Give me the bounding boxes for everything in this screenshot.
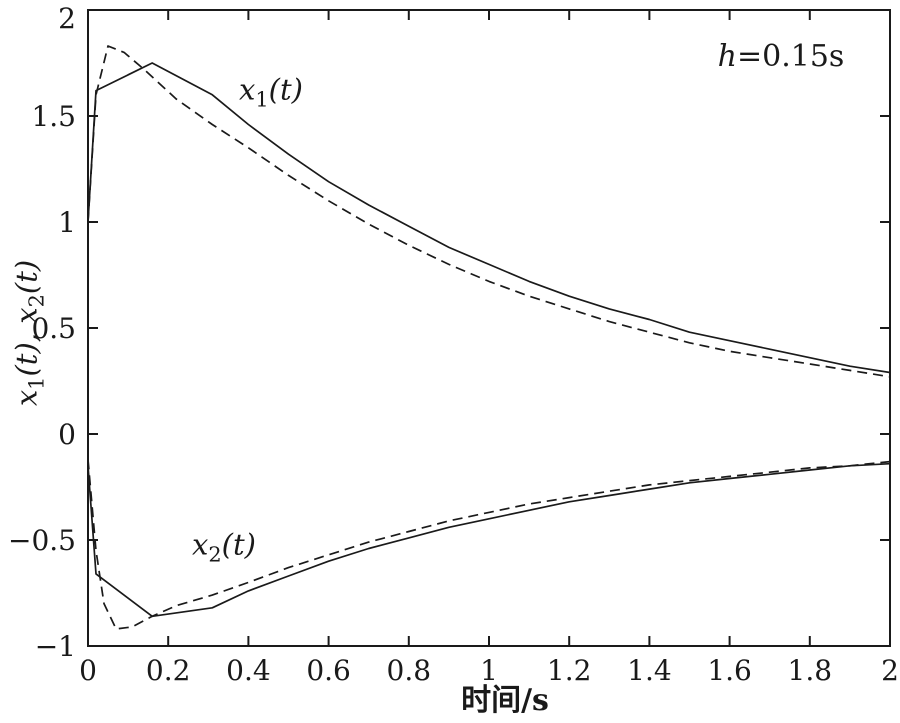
curve-label-x1-var: x (239, 72, 256, 107)
y-tick-label: 0.5 (31, 312, 76, 345)
y-label-x1-var: x (9, 389, 44, 407)
x-tick-label: 1 (480, 654, 498, 687)
curve-x1-solid (87, 62, 891, 374)
x-tick-label: 0.8 (387, 654, 432, 687)
y-tick-label: −0.5 (8, 524, 76, 557)
y-label-x2-sub: 2 (24, 294, 49, 308)
x-tick-label: 2 (881, 654, 899, 687)
curve-label-x2-arg: (t) (221, 527, 256, 562)
x-axis-label: 时间/s (461, 683, 549, 718)
y-label-separator: , (9, 323, 44, 343)
x-tick-label: 0.2 (146, 654, 191, 687)
y-tick-label: 1 (58, 206, 76, 239)
y-tick-label: 2 (58, 2, 76, 35)
x-tick-label: 0.6 (306, 654, 351, 687)
y-label-x2-arg: (t) (9, 259, 44, 295)
curve-label-x1: x1(t) (239, 72, 303, 112)
step-size-value: =0.15s (736, 39, 845, 74)
x-tick-label: 1.4 (627, 654, 672, 687)
curve-x2-solid (87, 462, 891, 618)
y-axis-label: x1(t), x2(t) (9, 259, 49, 407)
x-tick-label: 1.6 (707, 654, 752, 687)
x-tick-label: 0.4 (226, 654, 271, 687)
x-tick-label: 0 (79, 654, 97, 687)
y-tick-label: 1.5 (31, 100, 76, 133)
curve-label-x2-sub: 2 (208, 542, 222, 567)
y-tick-label: −1 (35, 630, 76, 663)
y-label-x2-var: x (9, 307, 44, 324)
curve-label-x1-sub: 1 (255, 87, 269, 112)
y-label-x1-arg: (t) (9, 342, 44, 377)
curve-label-x2-var: x (192, 527, 209, 562)
curve-label-x1-arg: (t) (268, 72, 303, 107)
x-tick-label: 1.2 (547, 654, 592, 687)
x-tick-label: 1.8 (788, 654, 833, 687)
y-label-x1-sub: 1 (24, 376, 49, 390)
step-size-annotation: h=0.15s (718, 42, 845, 72)
step-size-variable: h (717, 39, 737, 74)
curve-label-x2: x2(t) (192, 527, 256, 567)
curve-x1-dashed (87, 45, 891, 378)
y-tick-label: 0 (58, 418, 76, 451)
curve-x2-dashed (87, 459, 891, 630)
